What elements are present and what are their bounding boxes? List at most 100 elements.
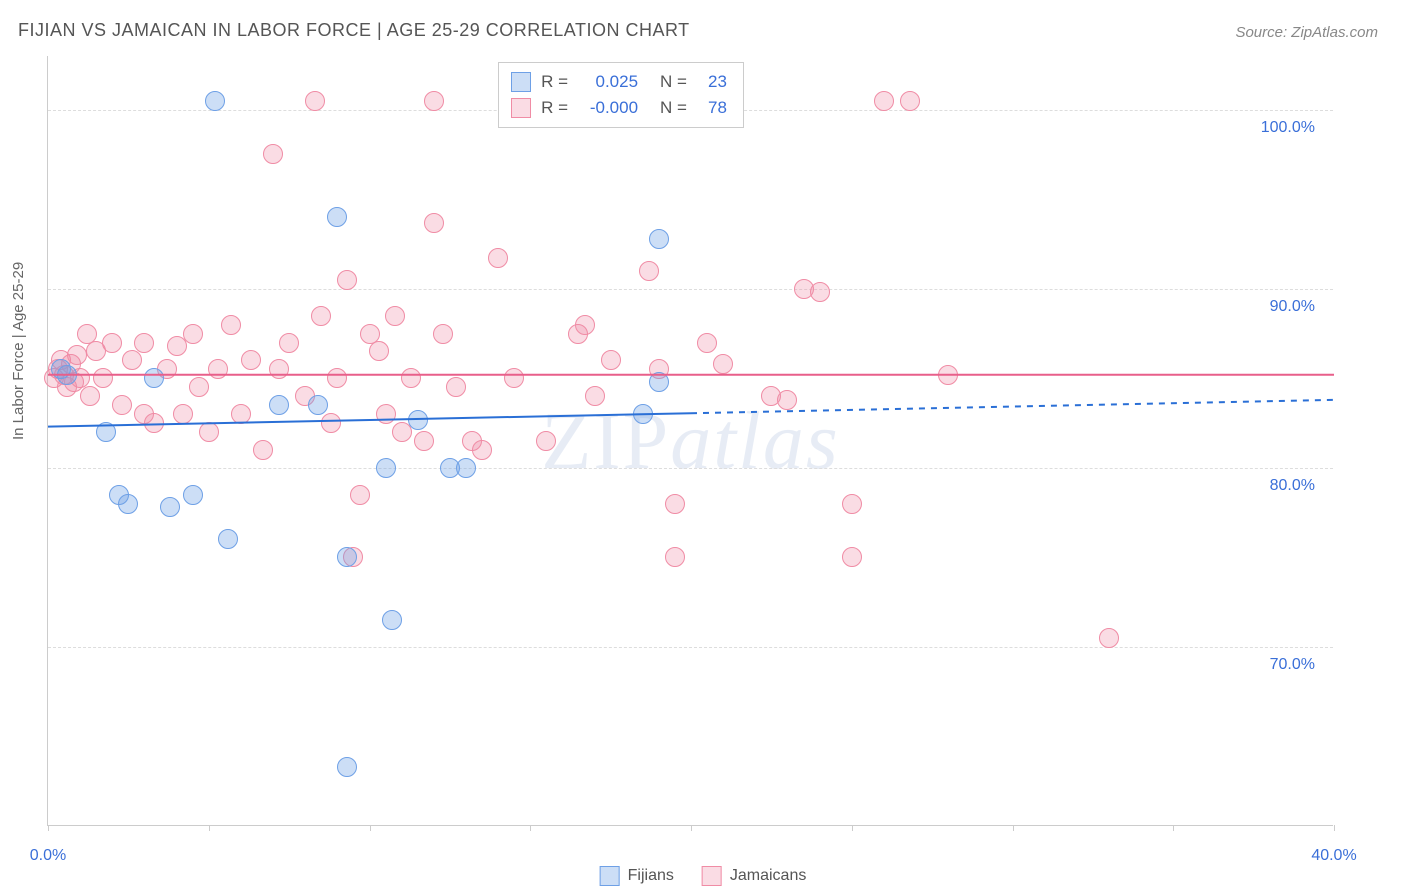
data-point: [376, 404, 396, 424]
data-point: [80, 386, 100, 406]
x-tick: [530, 825, 531, 831]
data-point: [456, 458, 476, 478]
data-point: [241, 350, 261, 370]
jamaicans-swatch: [702, 866, 722, 886]
bottom-legend: Fijians Jamaicans: [600, 866, 807, 886]
grid-line: [48, 468, 1333, 469]
trend-lines: [48, 56, 1334, 826]
data-point: [189, 377, 209, 397]
data-point: [633, 404, 653, 424]
data-point: [337, 757, 357, 777]
grid-line: [48, 647, 1333, 648]
data-point: [57, 365, 77, 385]
data-point: [253, 440, 273, 460]
plot-area: ZIPatlas 70.0%80.0%90.0%100.0%0.0%40.0%R…: [47, 56, 1333, 826]
x-tick: [852, 825, 853, 831]
data-point: [311, 306, 331, 326]
grid-line: [48, 289, 1333, 290]
x-tick: [209, 825, 210, 831]
data-point: [401, 368, 421, 388]
n-label: N =: [660, 95, 687, 121]
r-label: R =: [541, 95, 568, 121]
data-point: [308, 395, 328, 415]
data-point: [269, 359, 289, 379]
data-point: [488, 248, 508, 268]
data-point: [408, 410, 428, 430]
data-point: [369, 341, 389, 361]
correlation-legend-row: R = 0.025 N = 23: [511, 69, 727, 95]
x-tick: [1334, 825, 1335, 831]
data-point: [269, 395, 289, 415]
data-point: [96, 422, 116, 442]
r-value: -0.000: [578, 95, 638, 121]
data-point: [160, 497, 180, 517]
data-point: [67, 345, 87, 365]
data-point: [446, 377, 466, 397]
data-point: [777, 390, 797, 410]
fijians-swatch: [600, 866, 620, 886]
legend-swatch: [511, 72, 531, 92]
data-point: [382, 610, 402, 630]
data-point: [118, 494, 138, 514]
data-point: [77, 324, 97, 344]
correlation-legend: R = 0.025 N = 23 R = -0.000 N = 78: [498, 62, 744, 128]
data-point: [536, 431, 556, 451]
data-point: [231, 404, 251, 424]
x-tick: [48, 825, 49, 831]
data-point: [112, 395, 132, 415]
source-label: Source: ZipAtlas.com: [1235, 24, 1378, 41]
watermark-atlas: atlas: [670, 395, 839, 486]
data-point: [842, 547, 862, 567]
data-point: [305, 91, 325, 111]
bottom-legend-item-fijians: Fijians: [600, 866, 674, 886]
data-point: [472, 440, 492, 460]
data-point: [424, 213, 444, 233]
data-point: [321, 413, 341, 433]
data-point: [102, 333, 122, 353]
legend-swatch: [511, 98, 531, 118]
correlation-legend-row: R = -0.000 N = 78: [511, 95, 727, 121]
data-point: [874, 91, 894, 111]
data-point: [649, 372, 669, 392]
data-point: [376, 458, 396, 478]
data-point: [639, 261, 659, 281]
bottom-legend-item-jamaicans: Jamaicans: [702, 866, 806, 886]
jamaicans-label: Jamaicans: [730, 867, 806, 885]
r-value: 0.025: [578, 69, 638, 95]
data-point: [183, 485, 203, 505]
data-point: [575, 315, 595, 335]
data-point: [173, 404, 193, 424]
n-label: N =: [660, 69, 687, 95]
data-point: [279, 333, 299, 353]
data-point: [433, 324, 453, 344]
data-point: [665, 494, 685, 514]
n-value: 78: [697, 95, 727, 121]
data-point: [414, 431, 434, 451]
data-point: [713, 354, 733, 374]
x-tick-label: 40.0%: [1311, 847, 1356, 865]
data-point: [337, 270, 357, 290]
data-point: [337, 547, 357, 567]
data-point: [938, 365, 958, 385]
y-tick-label: 100.0%: [1261, 119, 1315, 137]
data-point: [1099, 628, 1119, 648]
data-point: [327, 207, 347, 227]
data-point: [601, 350, 621, 370]
data-point: [144, 413, 164, 433]
data-point: [183, 324, 203, 344]
data-point: [208, 359, 228, 379]
x-tick-label: 0.0%: [30, 847, 66, 865]
data-point: [218, 529, 238, 549]
data-point: [144, 368, 164, 388]
data-point: [122, 350, 142, 370]
y-tick-label: 90.0%: [1270, 298, 1315, 316]
data-point: [585, 386, 605, 406]
data-point: [810, 282, 830, 302]
data-point: [199, 422, 219, 442]
data-point: [205, 91, 225, 111]
r-label: R =: [541, 69, 568, 95]
n-value: 23: [697, 69, 727, 95]
data-point: [134, 333, 154, 353]
y-tick-label: 70.0%: [1270, 656, 1315, 674]
watermark: ZIPatlas: [541, 394, 839, 488]
